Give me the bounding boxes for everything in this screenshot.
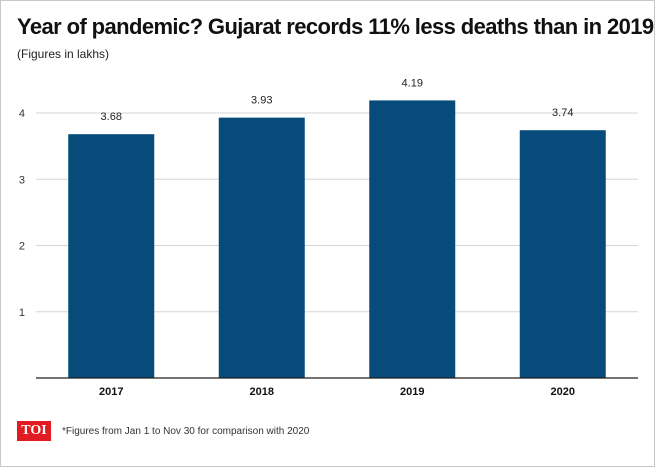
data-label-2017: 3.68 (101, 111, 122, 123)
chart-subtitle: (Figures in lakhs) (17, 47, 110, 61)
y-tick-label: 3 (19, 174, 25, 186)
x-tick-label-2019: 2019 (400, 386, 424, 398)
y-tick-label: 1 (19, 307, 25, 319)
data-label-2020: 3.74 (552, 107, 573, 119)
bar-2017 (68, 134, 155, 378)
data-label-2018: 3.93 (251, 95, 272, 107)
footer: TOI *Figures from Jan 1 to Nov 30 for co… (17, 421, 309, 441)
y-tick-label: 4 (19, 108, 25, 120)
bar-2020 (519, 130, 606, 378)
x-tick-label-2020: 2020 (551, 386, 575, 398)
x-tick-label-2018: 2018 (250, 386, 274, 398)
toi-logo: TOI (17, 421, 51, 441)
chart-title: Year of pandemic? Gujarat records 11% le… (17, 14, 654, 39)
x-tick-label-2017: 2017 (99, 386, 123, 398)
bar-2019 (369, 100, 456, 378)
footnote: *Figures from Jan 1 to Nov 30 for compar… (62, 425, 310, 437)
y-tick-label: 2 (19, 241, 25, 253)
data-label-2019: 4.19 (402, 77, 423, 89)
bar-2018 (218, 117, 305, 378)
